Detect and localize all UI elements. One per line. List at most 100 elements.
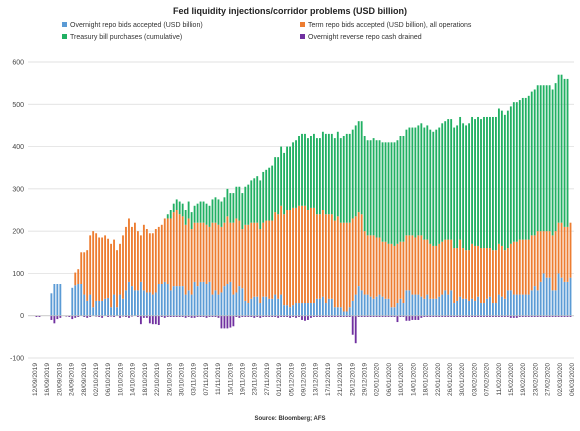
bar-segment [324, 133, 327, 215]
bar-segment [330, 315, 333, 317]
bar-segment [357, 121, 360, 213]
bar-segment [136, 231, 139, 291]
legend-swatch [300, 34, 305, 39]
bar-segment [187, 315, 190, 317]
bar-segment [554, 315, 557, 317]
bar-segment [98, 315, 101, 317]
bar-segment [557, 273, 560, 316]
bar-segment [468, 300, 470, 316]
bar-segment [313, 315, 315, 317]
bar-segment [310, 303, 312, 316]
bar-segment [101, 300, 104, 316]
bar-segment [456, 248, 459, 301]
bar-segment [122, 298, 124, 316]
x-tick-label: 18/01/2020 [423, 363, 430, 396]
x-tick-label: 15/02/2020 [508, 363, 515, 396]
bar-segment [298, 205, 300, 304]
bar-segment [166, 284, 169, 316]
bar-segment [450, 290, 453, 316]
bar-segment [402, 315, 405, 317]
bar-segment [50, 315, 53, 320]
bar-segment [289, 315, 291, 318]
bar-segment [289, 210, 291, 308]
bar-segment [354, 315, 357, 344]
bar-segment [483, 248, 485, 304]
bar-segment [474, 315, 476, 317]
bar-segment [417, 315, 420, 320]
bar-segment [256, 315, 259, 317]
bar-segment [384, 298, 387, 316]
bar-segment [387, 243, 390, 299]
y-tick-label: 400 [12, 144, 24, 151]
bar-segment [205, 203, 208, 225]
bar-segment [208, 205, 211, 227]
bar-segment [253, 296, 256, 316]
bar-segment [307, 315, 309, 320]
bar-segment [199, 222, 202, 282]
bar-segment [333, 315, 336, 317]
bar-segment [515, 294, 518, 316]
legend-label: Overnight reverse repo cash drained [308, 34, 422, 41]
bar-segment [307, 138, 309, 210]
bar-segment [77, 315, 80, 317]
bar-segment [172, 212, 175, 287]
bar-segment [444, 121, 447, 240]
bar-segment [327, 315, 330, 317]
bar-segment [450, 239, 453, 291]
bar-segment [122, 315, 124, 317]
x-tick-label: 02/10/2019 [93, 363, 100, 396]
bar-segment [142, 290, 145, 316]
bar-segment [518, 100, 521, 240]
x-tick-label: 19/02/2020 [520, 363, 527, 396]
bar-segment [366, 294, 369, 316]
bar-segment [271, 165, 274, 221]
bar-segment [145, 315, 148, 318]
bar-segment [283, 315, 286, 317]
bar-segment [154, 292, 157, 316]
bar-segment [450, 119, 453, 240]
bar-segment [399, 136, 402, 242]
bar-segment [336, 216, 339, 308]
bar-segment [229, 193, 232, 223]
x-tick-label: 01/12/2019 [276, 363, 283, 396]
bar-segment [89, 315, 92, 317]
bar-segment [360, 214, 363, 291]
bar-segment [256, 176, 259, 223]
x-tick-label: 15/11/2019 [227, 363, 234, 396]
bar-segment [244, 186, 247, 225]
x-tick-label: 20/09/2019 [56, 363, 63, 396]
bar-segment [363, 294, 366, 316]
bar-segment [435, 129, 438, 246]
bar-segment [107, 297, 109, 316]
bar-segment [211, 222, 214, 295]
bar-segment [378, 294, 381, 316]
bar-segment [438, 243, 441, 297]
bar-segment [393, 142, 396, 246]
bar-segment [441, 241, 444, 295]
bar-segment [280, 205, 283, 295]
bar-segment [468, 250, 470, 301]
bar-segment [569, 315, 572, 317]
bar-segment [196, 203, 199, 223]
bar-segment [318, 138, 321, 215]
bar-segment [369, 235, 372, 297]
bar-segment [345, 222, 348, 312]
bar-segment [542, 231, 545, 274]
bar-segment [518, 239, 521, 295]
bar-segment [372, 138, 375, 236]
bar-segment [181, 315, 184, 317]
bar-segment [462, 315, 465, 317]
bar-segment [566, 226, 569, 282]
bar-segment [98, 300, 101, 316]
bar-segment [357, 315, 360, 317]
bar-segment [125, 315, 127, 317]
bar-segment [429, 243, 432, 299]
bar-segment [208, 281, 211, 316]
bar-segment [301, 133, 303, 206]
bar-segment [274, 212, 277, 295]
x-tick-label: 28/09/2019 [81, 363, 88, 396]
bar-segment [471, 298, 473, 316]
bar-segment [384, 142, 387, 242]
bar-segment [360, 121, 363, 215]
bar-segment [265, 296, 268, 316]
